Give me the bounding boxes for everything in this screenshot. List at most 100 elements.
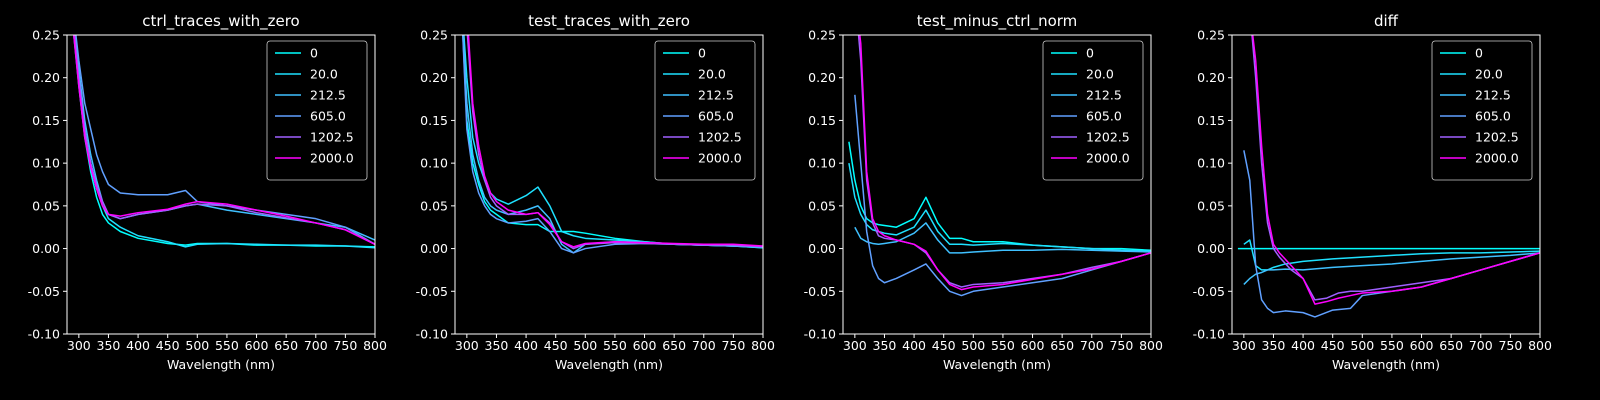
series-group: [73, 35, 375, 249]
legend-label: 20.0: [310, 67, 338, 82]
y-tick-label: -0.10: [416, 327, 448, 342]
y-tick-label: -0.10: [1193, 327, 1225, 342]
x-tick-label: 500: [573, 338, 597, 353]
legend-label: 20.0: [1086, 67, 1114, 82]
y-tick-label: 0.00: [1197, 241, 1225, 256]
x-tick-label: 750: [721, 338, 745, 353]
chart-panel-3: 300 350 400 450 500 550 600 650 700 750 800 -0.10 -0…: [804, 12, 1163, 372]
y-tick-label: 0.20: [1197, 70, 1225, 85]
x-tick-label: 300: [67, 338, 91, 353]
chart-title: test_minus_ctrl_norm: [917, 12, 1078, 31]
x-tick-label: 800: [1528, 338, 1552, 353]
x-tick-label: 550: [215, 338, 239, 353]
legend-label: 605.0: [1475, 109, 1511, 124]
legend-label: 605.0: [310, 109, 346, 124]
y-tick-label: 0.10: [420, 156, 448, 171]
chart-title: diff: [1374, 12, 1399, 30]
legend-label: 2000.0: [310, 151, 354, 166]
legend-box: [1042, 40, 1144, 181]
series-line-6: [467, 35, 763, 248]
x-tick-label: 350: [873, 338, 897, 353]
axes-frame: [1231, 34, 1541, 335]
y-tick-label: 0.25: [32, 28, 60, 43]
x-tick-label: 550: [991, 338, 1015, 353]
x-tick-label: 600: [1021, 338, 1045, 353]
x-tick-label: 550: [1380, 338, 1404, 353]
x-tick-label: 300: [455, 338, 479, 353]
x-tick-label: 300: [843, 338, 867, 353]
chart-panel-1: 300 350 400 450 500 550 600 650 700 750 800 -0.10 -0…: [28, 12, 387, 372]
series-group: [848, 35, 1151, 297]
x-tick-label: 650: [1050, 338, 1074, 353]
x-axis-label: Wavelength (nm): [1332, 357, 1440, 372]
series-line-4: [854, 94, 1151, 297]
y-tick-label: 0.20: [808, 70, 836, 85]
y-tick-label: -0.10: [28, 327, 60, 342]
x-tick-label: 400: [902, 338, 926, 353]
legend-label: 2000.0: [1086, 151, 1130, 166]
x-axis-label: Wavelength (nm): [555, 357, 663, 372]
x-tick-label: 350: [1262, 338, 1286, 353]
legend-label: 0: [1086, 46, 1094, 61]
x-tick-label: 750: [1498, 338, 1522, 353]
series-line-4: [75, 35, 375, 245]
legend-box: [1431, 40, 1533, 181]
y-tick-label: 0.05: [32, 198, 60, 213]
series-line-5: [73, 35, 375, 245]
legend: 0 20.0 212.5 605.0 1202.5 2000.0: [1431, 40, 1533, 181]
y-tick-label: -0.05: [1193, 284, 1225, 299]
x-tick-label: 750: [1109, 338, 1133, 353]
chart-title: test_traces_with_zero: [528, 12, 690, 31]
legend-label: 1202.5: [1475, 130, 1519, 145]
x-tick-label: 650: [662, 338, 686, 353]
x-tick-label: 600: [245, 338, 269, 353]
y-tick-label: 0.10: [32, 156, 60, 171]
x-tick-label: 700: [692, 338, 716, 353]
x-tick-label: 800: [363, 338, 387, 353]
y-tick-label: 0.25: [420, 28, 448, 43]
y-tick-label: 0.15: [420, 113, 448, 128]
y-tick-label: 0.10: [1197, 156, 1225, 171]
legend-box: [654, 40, 756, 181]
y-tick-label: 0.00: [808, 241, 836, 256]
legend-label: 212.5: [1086, 88, 1122, 103]
x-tick-label: 350: [97, 338, 121, 353]
legend-label: 1202.5: [1086, 130, 1130, 145]
x-tick-label: 500: [1350, 338, 1374, 353]
legend-label: 0: [310, 46, 318, 61]
axes-frame: [454, 34, 764, 335]
x-tick-label: 650: [274, 338, 298, 353]
y-tick-label: 0.20: [420, 70, 448, 85]
x-tick-label: 450: [544, 338, 568, 353]
x-tick-label: 750: [333, 338, 357, 353]
y-tick-label: 0.15: [32, 113, 60, 128]
y-tick-label: -0.05: [804, 284, 836, 299]
legend-label: 0: [1475, 46, 1483, 61]
x-tick-label: 800: [1139, 338, 1163, 353]
x-axis-label: Wavelength (nm): [943, 357, 1051, 372]
x-tick-label: 400: [126, 338, 150, 353]
series-line-3: [854, 222, 1151, 254]
y-tick-label: 0.15: [1197, 113, 1225, 128]
x-tick-label: 400: [1291, 338, 1315, 353]
y-tick-label: 0.00: [32, 241, 60, 256]
legend-label: 212.5: [1475, 88, 1511, 103]
y-tick-label: 0.05: [420, 198, 448, 213]
legend-label: 212.5: [310, 88, 346, 103]
legend: 0 20.0 212.5 605.0 1202.5 2000.0: [654, 40, 756, 181]
y-tick-label: 0.05: [1197, 198, 1225, 213]
chart-panel-4: 300 350 400 450 500 550 600 650 700 750 800 -0.10 -0…: [1193, 12, 1552, 372]
legend: 0 20.0 212.5 605.0 1202.5 2000.0: [1042, 40, 1144, 181]
x-tick-label: 400: [514, 338, 538, 353]
legend-label: 2000.0: [698, 151, 742, 166]
x-tick-label: 450: [932, 338, 956, 353]
y-tick-label: -0.10: [804, 327, 836, 342]
legend-label: 0: [698, 46, 706, 61]
y-tick-label: -0.05: [416, 284, 448, 299]
y-tick-label: 0.20: [32, 70, 60, 85]
chart-title: ctrl_traces_with_zero: [142, 12, 299, 31]
legend-label: 20.0: [1475, 67, 1503, 82]
y-tick-label: 0.15: [808, 113, 836, 128]
legend-box: [266, 40, 368, 181]
x-tick-label: 700: [304, 338, 328, 353]
